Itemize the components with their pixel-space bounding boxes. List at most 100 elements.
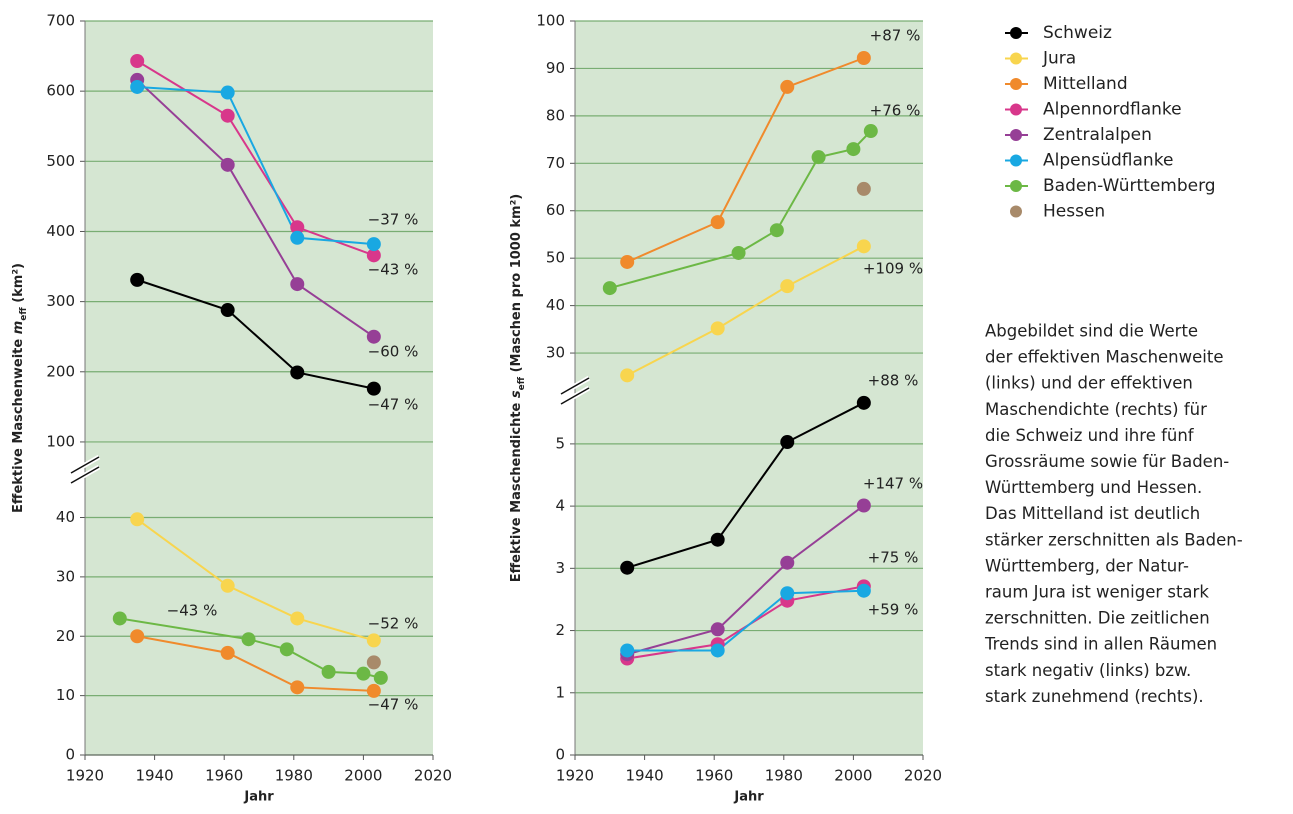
annotation: +76 % xyxy=(870,102,921,120)
x-axis-label: Jahr xyxy=(243,790,274,805)
annotation: −47 % xyxy=(368,696,419,714)
x-axis-label: Jahr xyxy=(733,790,764,805)
series-line xyxy=(137,635,374,692)
series-line xyxy=(626,504,865,656)
y-tick-label: 100 xyxy=(46,432,75,450)
annotation: +109 % xyxy=(863,260,923,278)
legend-label: Jura xyxy=(1042,49,1076,69)
axis-break xyxy=(560,377,590,395)
data-point xyxy=(290,277,305,292)
series-line xyxy=(136,79,375,338)
data-point xyxy=(356,666,371,681)
data-point xyxy=(710,622,725,637)
legend-label: Baden-Württemberg xyxy=(1043,176,1216,196)
data-point xyxy=(220,108,235,123)
data-point xyxy=(130,512,145,527)
caption-line: der effektiven Maschenweite xyxy=(985,348,1224,367)
series-line xyxy=(627,589,864,652)
annotation: +88 % xyxy=(868,372,919,390)
data-point xyxy=(731,245,746,260)
annotation: −43 % xyxy=(167,602,218,620)
y-axis-label-part: eff xyxy=(19,307,29,321)
caption-line: stark zunehmend (rechts). xyxy=(985,687,1204,706)
axis-break xyxy=(70,466,100,484)
caption-line: Grossräume sowie für Baden- xyxy=(985,452,1229,471)
data-point xyxy=(366,248,381,263)
y-axis-label-part: m xyxy=(11,321,26,335)
data-point xyxy=(373,670,388,685)
caption-line: zerschnitten. Die zeitlichen xyxy=(985,609,1210,628)
data-point xyxy=(290,680,305,695)
data-point xyxy=(366,237,381,252)
y-tick-label: 30 xyxy=(56,567,75,585)
data-point xyxy=(856,395,871,410)
y-tick-label: 20 xyxy=(56,627,75,645)
data-point xyxy=(130,272,145,287)
data-point xyxy=(130,629,145,644)
data-point xyxy=(366,329,381,344)
caption-line: Abgebildet sind die Werte xyxy=(985,322,1198,341)
caption-line: stärker zerschnitten als Baden- xyxy=(985,530,1243,549)
data-point xyxy=(220,157,235,172)
data-point xyxy=(780,586,795,601)
plot-background xyxy=(575,21,923,755)
data-point xyxy=(620,254,635,269)
annotation: −47 % xyxy=(368,396,419,414)
caption-line: raum Jura ist weniger stark xyxy=(985,583,1209,602)
y-tick-label: 40 xyxy=(546,296,565,314)
caption-line: Das Mittelland ist deutlich xyxy=(985,504,1200,523)
annotation: −37 % xyxy=(368,211,419,229)
annotation: +147 % xyxy=(863,475,923,493)
data-point xyxy=(112,611,127,626)
y-axis-label: Effektive Maschenweite meff (km²) xyxy=(11,263,29,513)
series-line xyxy=(136,278,375,390)
caption-line: die Schweiz und ihre fünf xyxy=(985,426,1195,445)
data-point xyxy=(710,215,725,230)
data-point xyxy=(366,683,381,698)
y-tick-label: 70 xyxy=(546,154,565,172)
y-tick-label: 5 xyxy=(555,434,565,452)
y-tick-label: 0 xyxy=(555,746,565,764)
y-tick-label: 0 xyxy=(65,746,75,764)
axis-break xyxy=(70,456,100,474)
caption-line: Württemberg und Hessen. xyxy=(985,478,1202,497)
data-point xyxy=(620,560,635,575)
data-point xyxy=(856,583,871,598)
data-point xyxy=(290,365,305,380)
data-point xyxy=(710,643,725,658)
y-tick-label: 3 xyxy=(555,559,565,577)
caption-line: (links) und der effektiven xyxy=(985,374,1193,393)
data-point xyxy=(366,381,381,396)
y-tick-label: 400 xyxy=(46,222,75,240)
annotation: +59 % xyxy=(868,601,919,619)
y-tick-label: 600 xyxy=(46,82,75,100)
data-point xyxy=(710,532,725,547)
caption-line: stark negativ (links) bzw. xyxy=(985,661,1191,680)
y-tick-label: 90 xyxy=(546,59,565,77)
data-point xyxy=(130,79,145,94)
y-tick-label: 200 xyxy=(46,362,75,380)
legend-marker xyxy=(1010,205,1022,218)
y-tick-label: 700 xyxy=(46,12,75,30)
legend-label: Mittelland xyxy=(1043,74,1128,94)
x-tick-label: 1940 xyxy=(136,767,174,785)
data-point xyxy=(220,578,235,593)
x-tick-label: 2000 xyxy=(834,767,872,785)
data-point xyxy=(863,124,878,139)
annotation: −43 % xyxy=(368,261,419,279)
y-tick-label: 10 xyxy=(56,686,75,704)
legend-label: Alpensüdflanke xyxy=(1043,151,1173,171)
data-point xyxy=(290,611,305,626)
data-point xyxy=(220,303,235,318)
series-line xyxy=(626,57,865,263)
data-point xyxy=(241,632,256,647)
legend-label: Alpennordflanke xyxy=(1043,100,1182,120)
caption-line: Württemberg, der Natur- xyxy=(985,556,1189,575)
y-axis-label-part: (km²) xyxy=(11,263,26,307)
x-tick-label: 1960 xyxy=(695,767,733,785)
y-tick-label: 40 xyxy=(56,508,75,526)
legend-label: Hessen xyxy=(1043,202,1105,222)
x-tick-label: 2020 xyxy=(414,767,452,785)
series-line xyxy=(136,518,375,642)
